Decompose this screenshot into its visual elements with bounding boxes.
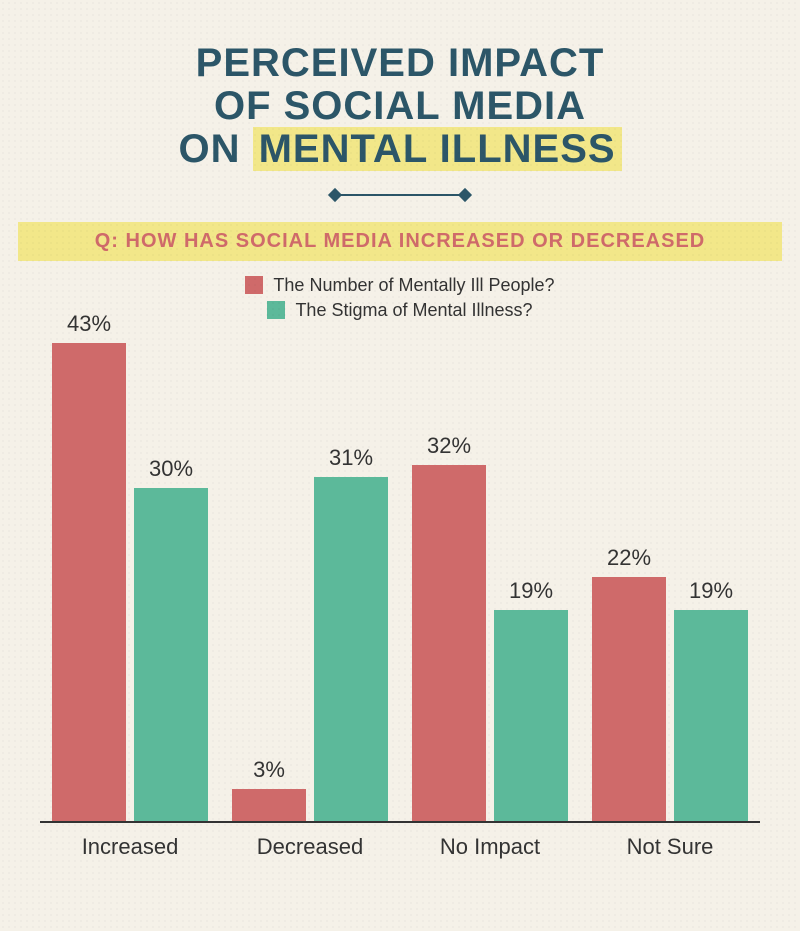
bar-wrap: 19% xyxy=(674,578,748,822)
bar-group: 22% 19% xyxy=(592,545,748,823)
bar xyxy=(232,789,306,822)
bar xyxy=(494,610,568,822)
legend-item-1: The Number of Mentally Ill People? xyxy=(245,275,554,296)
diamond-icon xyxy=(328,187,342,201)
question-bar: Q: HOW HAS SOCIAL MEDIA INCREASED OR DEC… xyxy=(18,222,782,261)
title-line-2: OF SOCIAL MEDIA xyxy=(0,85,800,128)
bar-group: 3% 31% xyxy=(232,445,388,823)
bar xyxy=(314,477,388,823)
category-labels: Increased Decreased No Impact Not Sure xyxy=(40,823,760,871)
bar-value-label: 30% xyxy=(149,456,193,482)
diamond-icon xyxy=(458,187,472,201)
bar xyxy=(412,465,486,822)
legend-item-2: The Stigma of Mental Illness? xyxy=(267,300,532,321)
bar-groups: 43% 30% 3% 31% 32% xyxy=(40,343,760,823)
bar-wrap: 31% xyxy=(314,445,388,823)
bar xyxy=(134,488,208,823)
legend-swatch-2 xyxy=(267,301,285,319)
bar-wrap: 43% xyxy=(52,311,126,823)
bar xyxy=(52,343,126,823)
bar-group: 43% 30% xyxy=(52,311,208,823)
bar-value-label: 22% xyxy=(607,545,651,571)
divider-line xyxy=(340,194,460,196)
divider xyxy=(0,190,800,200)
bar-chart: 43% 30% 3% 31% 32% xyxy=(40,331,760,871)
bar xyxy=(674,610,748,822)
bar-group: 32% 19% xyxy=(412,433,568,822)
title-line-1: PERCEIVED IMPACT xyxy=(0,42,800,85)
bar-value-label: 19% xyxy=(689,578,733,604)
title-line-3-pre: ON xyxy=(178,127,252,171)
title-block: PERCEIVED IMPACT OF SOCIAL MEDIA ON MENT… xyxy=(0,0,800,172)
category-label: Not Sure xyxy=(580,834,760,860)
bar-value-label: 3% xyxy=(253,757,285,783)
legend-swatch-1 xyxy=(245,276,263,294)
bar-value-label: 43% xyxy=(67,311,111,337)
category-label: Decreased xyxy=(220,834,400,860)
bar-wrap: 32% xyxy=(412,433,486,822)
legend-label-2: The Stigma of Mental Illness? xyxy=(295,300,532,321)
bar-value-label: 31% xyxy=(329,445,373,471)
bar-wrap: 22% xyxy=(592,545,666,823)
legend-label-1: The Number of Mentally Ill People? xyxy=(273,275,554,296)
category-label: Increased xyxy=(40,834,220,860)
bar-value-label: 19% xyxy=(509,578,553,604)
bar xyxy=(592,577,666,823)
bar-wrap: 30% xyxy=(134,456,208,823)
bar-value-label: 32% xyxy=(427,433,471,459)
title-highlight: MENTAL ILLNESS xyxy=(253,127,622,171)
question-text: Q: HOW HAS SOCIAL MEDIA INCREASED OR DEC… xyxy=(95,230,706,252)
bar-wrap: 3% xyxy=(232,757,306,822)
bar-wrap: 19% xyxy=(494,578,568,822)
title-line-3: ON MENTAL ILLNESS xyxy=(0,128,800,171)
category-label: No Impact xyxy=(400,834,580,860)
